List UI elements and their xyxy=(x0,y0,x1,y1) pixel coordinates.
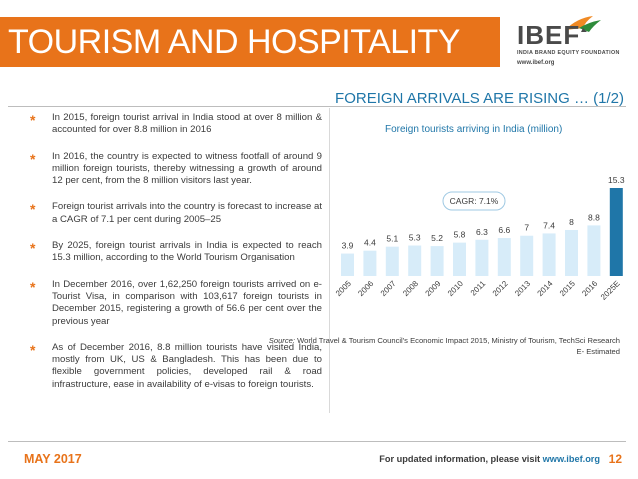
bullet-item: * By 2025, foreign tourist arrivals in In… xyxy=(30,240,322,264)
star-icon: * xyxy=(30,150,36,167)
bar-2014 xyxy=(542,233,556,276)
star-icon: * xyxy=(30,201,36,218)
value-label: 5.1 xyxy=(386,234,398,244)
value-label: 5.8 xyxy=(454,230,466,240)
value-label: 8 xyxy=(569,217,574,227)
tick-label: 2007 xyxy=(379,279,398,298)
tick-label: 2015 xyxy=(558,279,577,298)
bar-2013 xyxy=(520,235,534,276)
cagr-label: CAGR: 7.1% xyxy=(450,196,499,206)
value-label: 8.8 xyxy=(588,212,600,222)
header-divider xyxy=(8,106,626,107)
value-label: 7.4 xyxy=(543,220,555,230)
value-label: 5.2 xyxy=(431,233,443,243)
source-note: Source: World Travel & Tourism Council's… xyxy=(269,336,620,357)
tick-label: 2009 xyxy=(424,279,443,298)
tick-label: 2012 xyxy=(491,279,510,298)
logo-subtitle: INDIA BRAND EQUITY FOUNDATION xyxy=(517,50,620,56)
tick-label: 2016 xyxy=(580,279,599,298)
footer-date: MAY 2017 xyxy=(24,452,82,466)
bar-2006 xyxy=(363,250,377,276)
bar-2005 xyxy=(341,253,354,276)
logo-wordmark: IBEF xyxy=(517,20,581,50)
bird-icon xyxy=(565,16,601,32)
tick-label: 2013 xyxy=(513,279,532,298)
tick-label: 2006 xyxy=(356,279,375,298)
chart-title: Foreign tourists arriving in India (mill… xyxy=(385,124,563,135)
star-icon: * xyxy=(30,278,36,295)
bullet-item: * In 2016, the country is expected to wit… xyxy=(30,150,322,187)
footer-info: For updated information, please visit ww… xyxy=(379,454,600,464)
bullet-item: * As of December 2016, 8.8 million touris… xyxy=(30,341,322,390)
tick-label: 2008 xyxy=(401,279,420,298)
value-label: 6.3 xyxy=(476,227,488,237)
bar-2025E xyxy=(609,188,623,276)
arrivals-bar-chart: 3.9 2005 4.4 2006 5.1 2007 5.3 2008 5.2 2009 5.8 20… xyxy=(334,175,625,302)
bar-2011 xyxy=(475,239,489,276)
source-text: World Travel & Tourism Council's Economi… xyxy=(297,336,620,345)
value-label: 3.9 xyxy=(342,241,354,251)
value-label: 6.6 xyxy=(498,225,510,235)
column-divider xyxy=(329,108,330,413)
source-label: Source: xyxy=(268,336,295,345)
value-label: 5.3 xyxy=(409,233,421,243)
logo-url: www.ibef.org xyxy=(517,60,555,66)
footer-divider xyxy=(8,441,626,442)
tick-label: 2010 xyxy=(446,279,465,298)
bar-2008 xyxy=(408,245,422,276)
value-label: 4.4 xyxy=(364,238,376,248)
bar-2010 xyxy=(453,242,466,276)
tick-label: 2025E xyxy=(599,279,622,302)
bar-2016 xyxy=(587,225,601,276)
bullet-list: * In 2015, foreign tourist arrival in Ind… xyxy=(30,112,322,405)
tick-label: 2011 xyxy=(469,279,488,298)
ibef-logo: IBEF INDIA BRAND EQUITY FOUNDATION www.i… xyxy=(505,14,633,72)
value-label: 7 xyxy=(524,223,529,233)
estimate-note: E- Estimated xyxy=(576,346,620,356)
title-banner: TOURISM AND HOSPITALITY xyxy=(0,17,500,67)
tick-label: 2014 xyxy=(536,279,555,298)
footer-link[interactable]: www.ibef.org xyxy=(542,454,600,464)
bullet-item: * In 2015, foreign tourist arrival in Ind… xyxy=(30,112,322,136)
bar-2012 xyxy=(497,238,511,276)
bar-2007 xyxy=(385,246,399,276)
page-number: 12 xyxy=(608,452,622,466)
bar-2009 xyxy=(430,246,444,276)
page-title: TOURISM AND HOSPITALITY xyxy=(8,23,460,61)
value-label: 15.3 xyxy=(608,175,625,185)
bar-2015 xyxy=(565,229,578,276)
cagr-annotation: CAGR: 7.1% xyxy=(442,191,506,211)
bullet-item: * In December 2016, over 1,62,250 foreign… xyxy=(30,278,322,327)
star-icon: * xyxy=(30,112,36,128)
star-icon: * xyxy=(30,341,36,358)
star-icon: * xyxy=(30,240,36,257)
section-subtitle: FOREIGN ARRIVALS ARE RISING … (1/2) xyxy=(335,90,624,107)
tick-label: 2005 xyxy=(334,279,353,298)
bullet-item: * Foreign tourist arrivals into the count… xyxy=(30,201,322,225)
